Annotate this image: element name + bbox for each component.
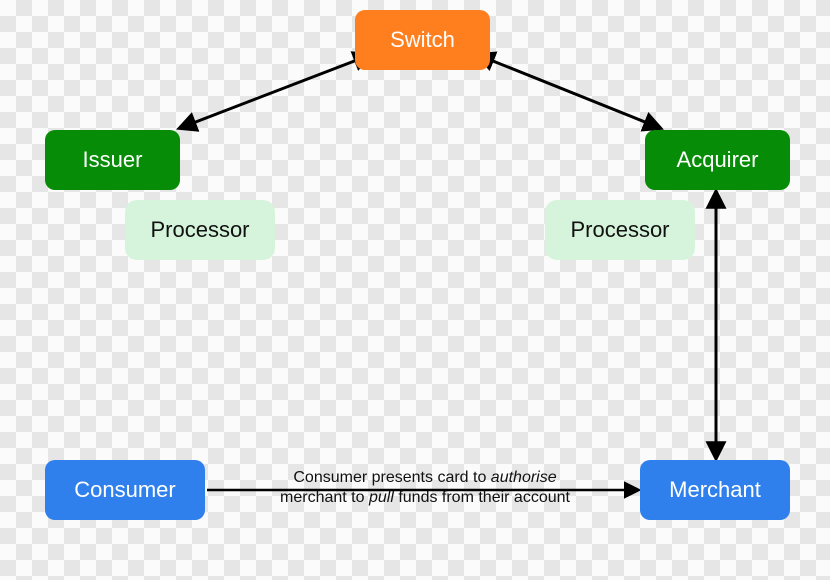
flow-caption-line1: Consumer presents card to authorise <box>230 468 620 488</box>
node-consumer: Consumer <box>45 460 205 520</box>
node-processor-left: Processor <box>125 200 275 260</box>
flow-caption-line2: merchant to pull funds from their accoun… <box>230 488 620 508</box>
node-switch: Switch <box>355 10 490 70</box>
node-processor-right-label: Processor <box>570 217 669 243</box>
node-issuer-label: Issuer <box>83 147 143 173</box>
node-acquirer: Acquirer <box>645 130 790 190</box>
edge-switch-acquirer <box>478 55 660 128</box>
node-issuer: Issuer <box>45 130 180 190</box>
caption-l2-post: funds from their account <box>394 489 570 506</box>
node-merchant-label: Merchant <box>669 477 761 503</box>
diagram-stage: Switch Issuer Acquirer Processor Process… <box>0 0 830 580</box>
edge-switch-issuer <box>180 55 370 128</box>
node-consumer-label: Consumer <box>74 477 175 503</box>
node-switch-label: Switch <box>390 27 455 53</box>
node-acquirer-label: Acquirer <box>677 147 759 173</box>
caption-l2-pre: merchant to <box>280 489 369 506</box>
node-processor-right: Processor <box>545 200 695 260</box>
node-processor-left-label: Processor <box>150 217 249 243</box>
node-merchant: Merchant <box>640 460 790 520</box>
caption-l1-pre: Consumer presents card to <box>293 469 490 486</box>
caption-l1-em: authorise <box>491 469 557 486</box>
flow-caption: Consumer presents card to authorise merc… <box>230 468 620 508</box>
caption-l2-em: pull <box>369 489 394 506</box>
